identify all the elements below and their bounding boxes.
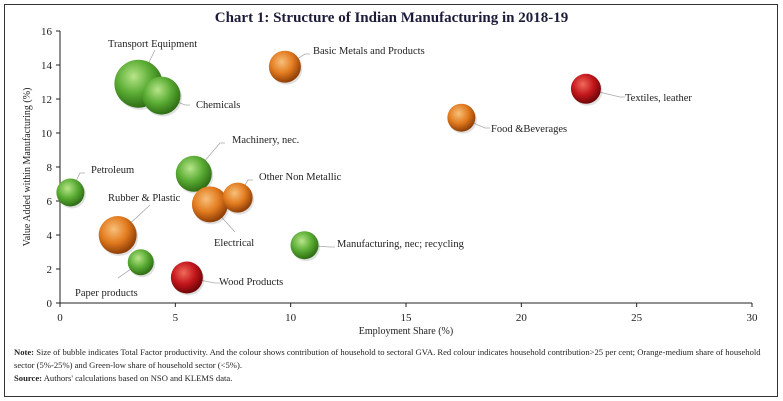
x-tick-label: 20 <box>516 312 528 324</box>
y-tick-label: 6 <box>47 196 53 208</box>
bubble-label: Manufacturing, nec; recycling <box>337 239 465 250</box>
bubble-label: Rubber & Plastic <box>108 193 181 204</box>
bubble-label: Machinery, nec. <box>232 135 299 146</box>
y-axis-label: Value Added within Manufacturing (%) <box>22 88 33 247</box>
y-tick-label: 0 <box>47 298 53 310</box>
bubble-rubber-plastic <box>98 216 137 254</box>
y-tick-label: 10 <box>41 128 53 140</box>
x-tick-label: 30 <box>747 312 759 324</box>
bubble-food-beverages <box>447 103 476 132</box>
x-axis-label: Employment Share (%) <box>359 326 453 337</box>
bubble-wood-products <box>170 261 203 294</box>
x-tick-label: 15 <box>401 312 413 324</box>
x-tick-label: 10 <box>285 312 297 324</box>
bubble-label: Paper products <box>75 288 138 299</box>
y-tick-label: 12 <box>41 94 52 106</box>
chart-title: Chart 1: Structure of Indian Manufacturi… <box>214 10 569 26</box>
bubble-electrical <box>191 186 228 223</box>
bubble-other-non-metallic <box>222 182 253 213</box>
bubble-label: Basic Metals and Products <box>313 46 425 57</box>
bubble-label: Electrical <box>214 238 254 249</box>
bubble-label: Wood Products <box>219 277 283 288</box>
x-tick-label: 0 <box>57 312 63 324</box>
note-text: Size of bubble indicates Total Factor pr… <box>14 347 761 370</box>
bubble-label: Other Non Metallic <box>259 172 342 183</box>
bubble-label: Food &Beverages <box>491 124 567 135</box>
source-label: Source: <box>14 373 43 383</box>
bubble-basic-metals-and-products <box>268 50 301 83</box>
note-label: Note: <box>14 347 35 357</box>
y-tick-label: 2 <box>47 264 53 276</box>
bubble-machinery-nec- <box>175 155 212 192</box>
bubble-manufacturing-nec-recycling <box>290 231 319 260</box>
bubble-chemicals <box>142 76 181 115</box>
bubble-label: Transport Equipment <box>108 39 197 50</box>
bubble-paper-products <box>127 249 154 276</box>
bubble-chart: 0 2 4 6 8 10 12 14 16 0 5 10 15 20 25 30 Employment Shar… <box>22 26 759 337</box>
source-text: Authors' calculations based on NSO and K… <box>42 373 233 383</box>
y-tick-label: 8 <box>47 162 53 174</box>
x-tick-label: 25 <box>631 312 643 324</box>
y-tick-label: 4 <box>47 230 53 242</box>
x-tick-label: 5 <box>173 312 179 324</box>
bubble-label: Chemicals <box>196 100 240 111</box>
bubble-label: Petroleum <box>91 165 134 176</box>
chart-frame <box>4 4 778 397</box>
chart-note: Note: Size of bubble indicates Total Fac… <box>14 346 774 385</box>
bubble-textiles-leather <box>570 73 601 104</box>
bubble-label: Textiles, leather <box>625 93 692 104</box>
bubble-petroleum <box>56 178 85 207</box>
y-tick-label: 16 <box>41 26 53 38</box>
y-tick-label: 14 <box>41 60 53 72</box>
